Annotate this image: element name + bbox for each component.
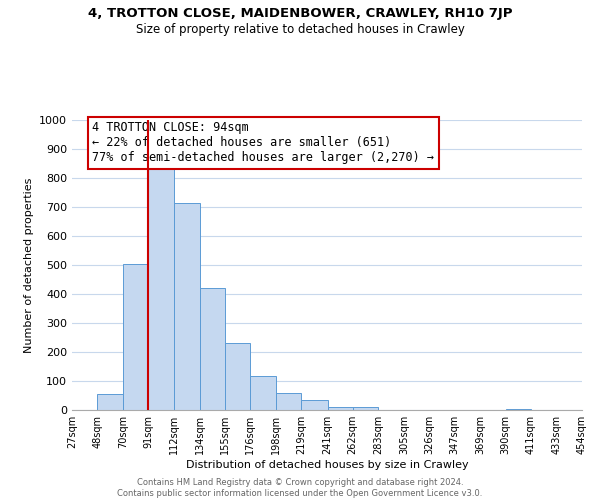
Bar xyxy=(200,288,225,410)
Bar xyxy=(124,264,148,410)
Bar xyxy=(148,170,173,410)
Bar xyxy=(225,342,250,410)
Text: 4 TROTTON CLOSE: 94sqm
← 22% of detached houses are smaller (651)
77% of semi-de: 4 TROTTON CLOSE: 94sqm ← 22% of detached… xyxy=(92,122,434,164)
Y-axis label: Number of detached properties: Number of detached properties xyxy=(23,178,34,352)
Bar xyxy=(97,394,124,410)
Bar xyxy=(276,394,301,410)
Bar xyxy=(173,202,200,410)
Text: 4, TROTTON CLOSE, MAIDENBOWER, CRAWLEY, RH10 7JP: 4, TROTTON CLOSE, MAIDENBOWER, CRAWLEY, … xyxy=(88,8,512,20)
Bar xyxy=(250,376,276,410)
Text: Size of property relative to detached houses in Crawley: Size of property relative to detached ho… xyxy=(136,22,464,36)
X-axis label: Distribution of detached houses by size in Crawley: Distribution of detached houses by size … xyxy=(185,460,469,470)
Bar xyxy=(328,406,353,410)
Bar xyxy=(301,400,328,410)
Bar xyxy=(353,406,378,410)
Text: Contains HM Land Registry data © Crown copyright and database right 2024.
Contai: Contains HM Land Registry data © Crown c… xyxy=(118,478,482,498)
